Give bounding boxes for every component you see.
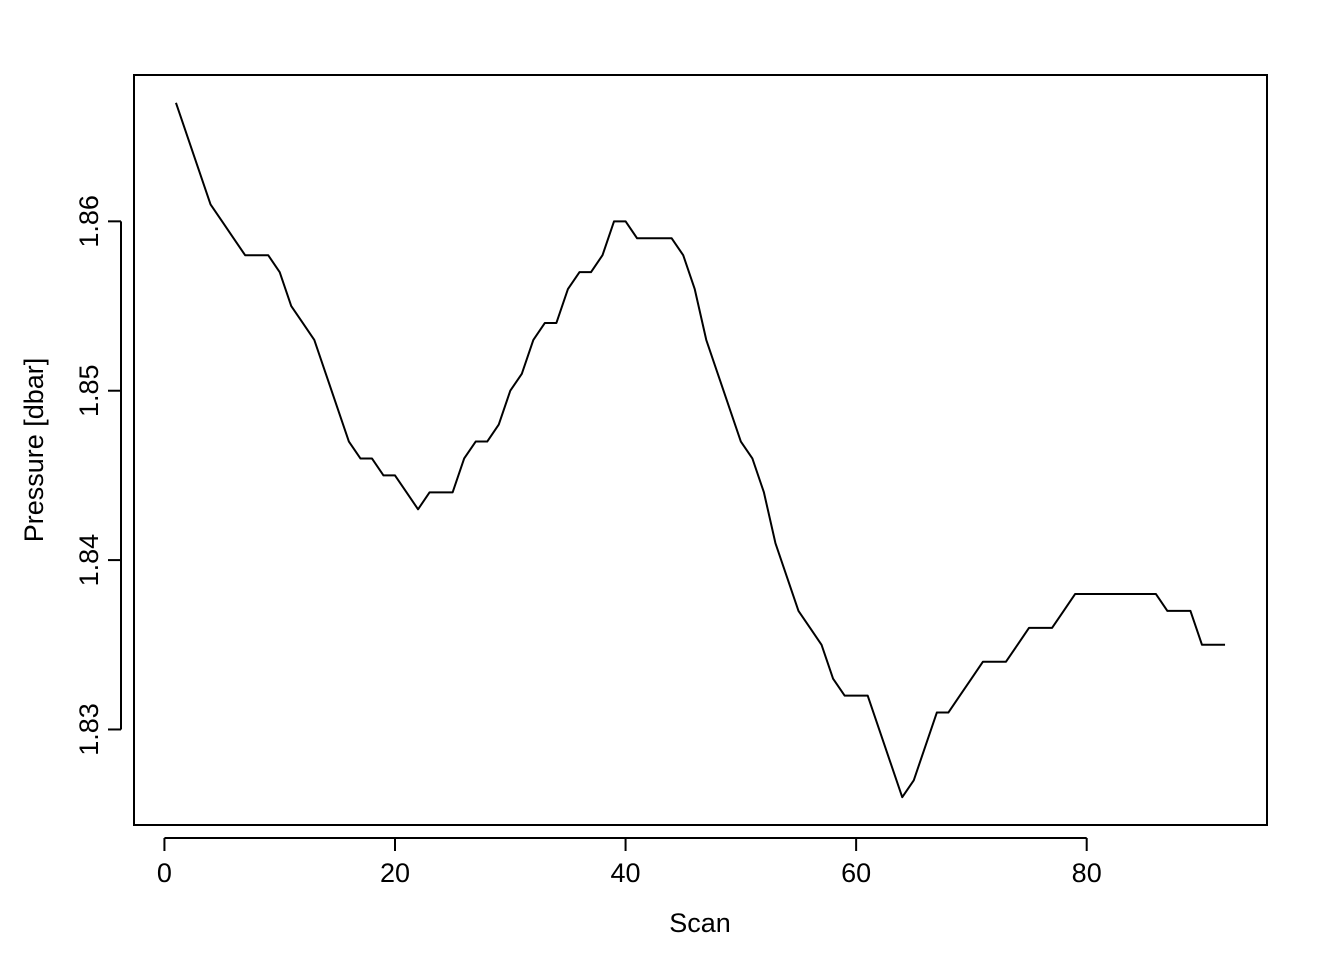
x-axis-label: Scan	[669, 908, 731, 938]
y-tick-label: 1.85	[74, 364, 104, 417]
x-tick-label: 80	[1072, 858, 1102, 888]
y-tick-label: 1.83	[74, 703, 104, 756]
x-tick-label: 60	[841, 858, 871, 888]
y-tick-label: 1.84	[74, 534, 104, 587]
y-axis-label: Pressure [dbar]	[19, 358, 49, 543]
x-tick-label: 0	[157, 858, 172, 888]
plot-box	[133, 74, 1268, 826]
x-tick-label: 20	[380, 858, 410, 888]
data-line	[175, 102, 1226, 799]
y-tick-label: 1.86	[74, 195, 104, 248]
x-tick-label: 40	[611, 858, 641, 888]
